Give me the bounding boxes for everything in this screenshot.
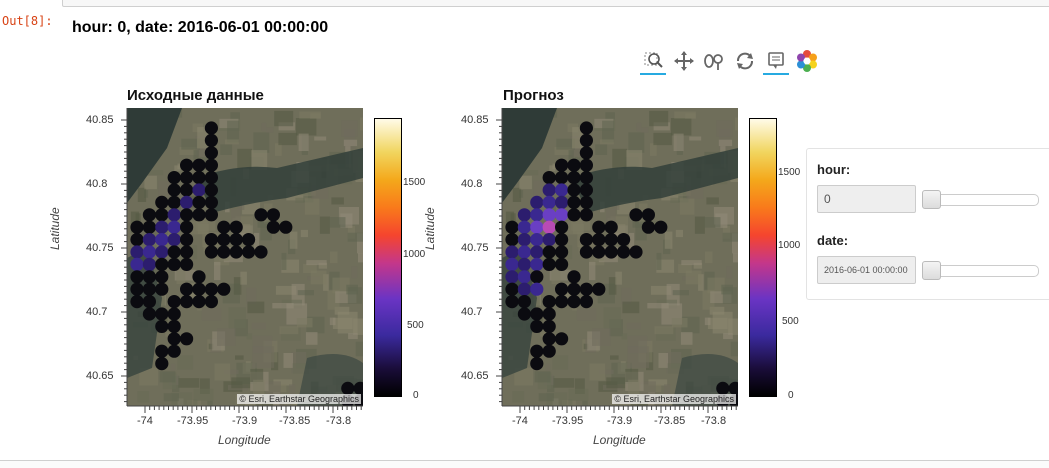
y-tick-label: 40.7 (461, 306, 483, 318)
date-label: date: (817, 233, 849, 248)
map-attribution: © Esri, Earthstar Geographics (237, 394, 361, 404)
box-zoom-tool[interactable] (638, 47, 668, 75)
plot-title-original: Исходные данные (127, 87, 264, 104)
x-tick-label: -73.8 (326, 415, 352, 427)
reset-tool[interactable] (730, 47, 760, 75)
x-tick-label: -74 (512, 415, 528, 427)
hover-icon (768, 52, 784, 69)
x-axis-forecast (502, 405, 738, 413)
hour-label: hour: (817, 162, 851, 177)
x-tick-label: -73.9 (232, 415, 258, 427)
y-tick-label: 40.75 (461, 242, 489, 254)
y-axis-forecast (496, 108, 503, 406)
hover-tool[interactable] (761, 47, 791, 75)
y-axis-label: Latitude (423, 207, 437, 250)
y-tick-label: 40.8 (86, 178, 108, 190)
x-axis-label: Longitude (593, 433, 646, 447)
x-tick-label: -74 (137, 415, 153, 427)
map-original[interactable]: © Esri, Earthstar Geographics (127, 108, 363, 406)
plot-title-forecast: Прогноз (503, 87, 564, 104)
y-axis-label: Latitude (48, 207, 62, 250)
bokeh-logo-icon (797, 50, 817, 72)
pan-tool[interactable] (669, 47, 699, 75)
wheel-zoom-tool[interactable] (699, 47, 729, 75)
y-tick-label: 40.65 (86, 370, 114, 382)
colorbar-tick: 1500 (403, 177, 426, 188)
reset-icon (737, 52, 753, 70)
x-tick-label: -73.8 (701, 415, 727, 427)
date-slider-handle[interactable] (922, 261, 941, 280)
next-cell-border (0, 460, 1049, 468)
previous-cell-border (62, 0, 1049, 7)
colorbar-forecast (749, 118, 777, 397)
x-tick-label: -73.95 (552, 415, 584, 427)
y-tick-label: 40.65 (461, 370, 489, 382)
y-tick-label: 40.85 (86, 114, 114, 126)
date-input[interactable]: 2016-06-01 00:00:00 (817, 256, 916, 284)
map-canvas-forecast (502, 108, 738, 406)
wheel-zoom-icon (704, 54, 723, 70)
map-forecast[interactable]: © Esri, Earthstar Geographics (502, 108, 738, 406)
output-header: hour: 0, date: 2016-06-01 00:00:00 (72, 19, 329, 36)
y-tick-label: 40.7 (86, 306, 108, 318)
y-axis-original (121, 108, 128, 406)
x-tick-label: -73.85 (654, 415, 686, 427)
output-prompt: Out[8]: (2, 14, 53, 28)
x-axis-original (127, 405, 363, 413)
colorbar-tick: 500 (782, 316, 799, 327)
y-tick-label: 40.85 (461, 114, 489, 126)
map-canvas-original (127, 108, 363, 406)
colorbar-tick: 1500 (778, 167, 801, 178)
hour-slider-handle[interactable] (922, 190, 941, 209)
colorbar-tick: 0 (788, 390, 794, 401)
pan-icon (674, 51, 694, 71)
box-zoom-icon (644, 52, 663, 68)
x-axis-label: Longitude (218, 433, 271, 447)
y-tick-label: 40.75 (86, 242, 114, 254)
map-attribution: © Esri, Earthstar Geographics (612, 394, 736, 404)
bokeh-logo-tool[interactable] (792, 47, 822, 75)
hour-input[interactable]: 0 (817, 185, 916, 213)
colorbar-tick: 0 (413, 390, 419, 401)
colorbar-tick: 1000 (778, 240, 801, 251)
x-tick-label: -73.85 (279, 415, 311, 427)
colorbar-original (374, 118, 402, 397)
x-tick-label: -73.9 (607, 415, 633, 427)
y-tick-label: 40.8 (461, 178, 483, 190)
widget-panel: hour: 0 date: 2016-06-01 00:00:00 (806, 148, 1049, 300)
x-tick-label: -73.95 (177, 415, 209, 427)
colorbar-tick: 1000 (403, 249, 426, 260)
colorbar-tick: 500 (407, 320, 424, 331)
